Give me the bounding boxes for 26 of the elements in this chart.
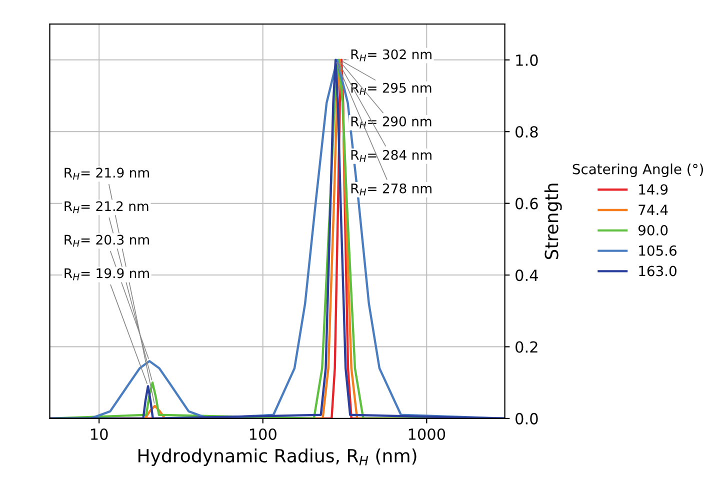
legend-label: 74.4 bbox=[638, 204, 668, 215]
annotation: R$_{H}$= 21.9 nm bbox=[64, 168, 149, 180]
annotation: R$_{H}$= 21.2 nm bbox=[64, 201, 148, 214]
x-axis-title: Hydrodynamic Radius, R$_{H}$ (nm) bbox=[138, 448, 416, 466]
legend-label: 163.0 bbox=[639, 266, 676, 276]
y-axis-title: Strength bbox=[544, 184, 562, 260]
y-tick-label: 1.0 bbox=[516, 54, 538, 66]
annotation: R$_{H}$= 284 nm bbox=[351, 150, 432, 162]
y-tick-label: 0.0 bbox=[516, 412, 538, 424]
annotation: R$_{H}$= 290 nm bbox=[351, 116, 432, 128]
annotation: R$_{H}$= 20.3 nm bbox=[64, 234, 149, 247]
annotation: R$_{H}$= 302 nm bbox=[351, 49, 432, 62]
y-tick-label: 0.2 bbox=[516, 341, 538, 353]
y-tick-label: 0.4 bbox=[516, 270, 538, 282]
annotation: R$_{H}$= 19.9 nm bbox=[64, 268, 149, 280]
legend-label: 105.6 bbox=[639, 245, 677, 256]
legend-label: 14.9 bbox=[639, 184, 668, 195]
legend-title: Scatering Angle (°) bbox=[572, 164, 703, 178]
annotation: R$_{H}$= 278 nm bbox=[351, 183, 432, 196]
x-tick-label: 100 bbox=[250, 428, 276, 440]
annotation: R$_{H}$= 295 nm bbox=[351, 82, 432, 95]
y-tick-label: 0.8 bbox=[516, 126, 538, 138]
y-tick-label: 0.6 bbox=[516, 198, 538, 210]
x-tick-label: 1000 bbox=[408, 428, 446, 440]
x-tick-label: 10 bbox=[91, 428, 108, 440]
legend-label: 90.0 bbox=[638, 224, 668, 236]
